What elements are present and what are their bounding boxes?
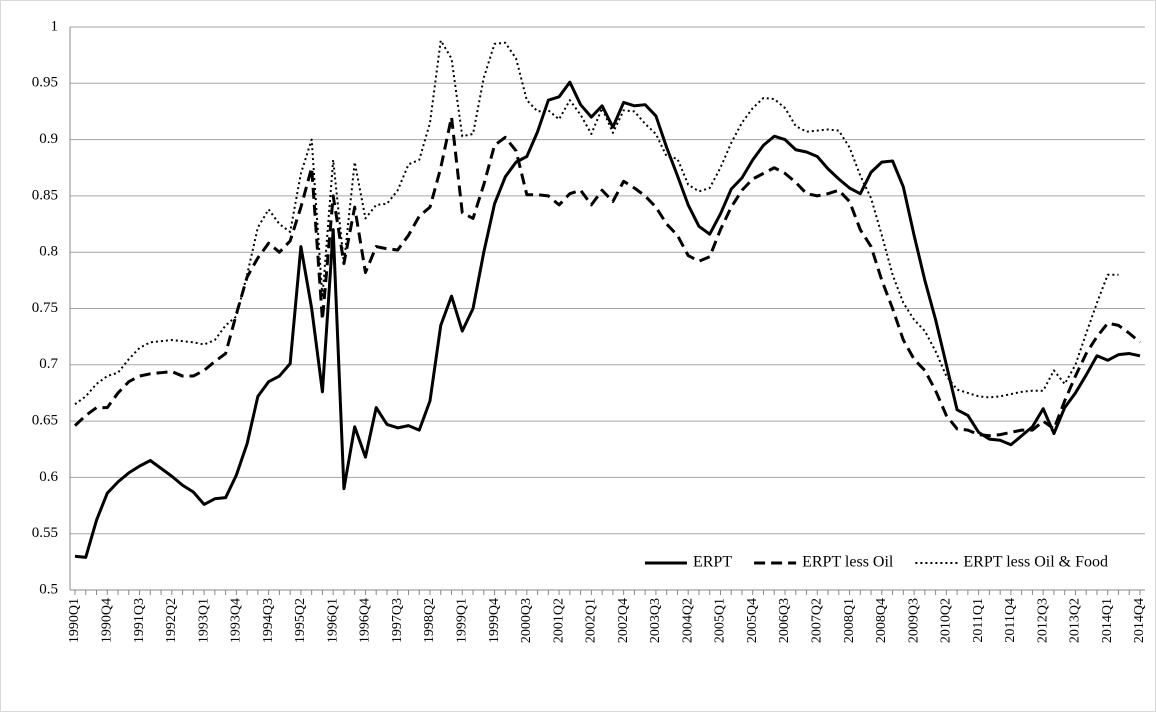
x-tick-label: 2007Q2 [809, 598, 824, 643]
x-tick-label: 1993Q1 [196, 598, 211, 643]
y-tick-label: 0.55 [32, 525, 58, 541]
x-tick-label: 2000Q3 [519, 598, 534, 643]
x-tick-label: 1998Q2 [422, 598, 437, 643]
series-line [74, 80, 1141, 559]
x-tick-label: 2003Q3 [648, 598, 663, 643]
x-tick-label: 1999Q1 [454, 598, 469, 643]
y-tick-label: 1 [51, 18, 59, 34]
x-tick-label: 2013Q2 [1068, 598, 1083, 643]
x-tick-label: 1992Q2 [164, 598, 179, 643]
x-tick-label: 2002Q4 [616, 598, 631, 643]
legend-label: ERPT less Oil [802, 554, 894, 571]
x-tick-label: 2014Q4 [1132, 598, 1147, 643]
x-tick-label: 2008Q4 [874, 598, 889, 643]
y-tick-label: 0.65 [32, 413, 58, 429]
y-tick-label: 0.75 [32, 300, 58, 316]
y-tick-label: 0.5 [39, 581, 58, 597]
x-tick-label: 1997Q3 [390, 598, 405, 643]
legend-label: ERPT [693, 554, 732, 571]
series-line [73, 115, 1141, 438]
y-tick-label: 0.95 [32, 75, 58, 91]
y-tick-label: 0.6 [39, 469, 58, 485]
x-tick-label: 2011Q1 [971, 598, 986, 643]
x-tick-label: 2001Q2 [551, 598, 566, 643]
y-tick-label: 0.8 [39, 244, 58, 260]
x-tick-label: 2009Q3 [906, 598, 921, 643]
x-tick-label: 1994Q3 [261, 598, 276, 643]
x-tick-label: 1990Q4 [99, 598, 114, 643]
x-tick-label: 2006Q3 [777, 598, 792, 643]
x-tick-label: 1993Q4 [229, 598, 244, 643]
x-tick-label: 1991Q3 [132, 598, 147, 643]
x-tick-label: 2012Q3 [1035, 598, 1050, 643]
x-tick-label: 2005Q1 [713, 598, 728, 643]
legend-label: ERPT less Oil & Food [963, 554, 1108, 571]
x-tick-label: 2005Q4 [745, 598, 760, 643]
x-tick-label: 2002Q1 [584, 598, 599, 643]
x-tick-label: 1999Q4 [487, 598, 502, 643]
x-tick-label: 1995Q2 [293, 598, 308, 643]
x-tick-label: 2014Q1 [1100, 598, 1115, 643]
x-tick-label: 2004Q2 [680, 598, 695, 643]
x-tick-label: 1990Q1 [67, 598, 82, 643]
x-tick-label: 1996Q1 [325, 598, 340, 643]
x-tick-label: 2011Q4 [1003, 598, 1018, 643]
x-tick-label: 2010Q2 [939, 598, 954, 643]
x-tick-label: 1996Q4 [358, 598, 373, 643]
y-tick-label: 0.9 [39, 131, 58, 147]
x-tick-label: 2008Q1 [842, 598, 857, 643]
y-tick-label: 0.7 [39, 356, 58, 372]
y-tick-label: 0.85 [32, 187, 58, 203]
